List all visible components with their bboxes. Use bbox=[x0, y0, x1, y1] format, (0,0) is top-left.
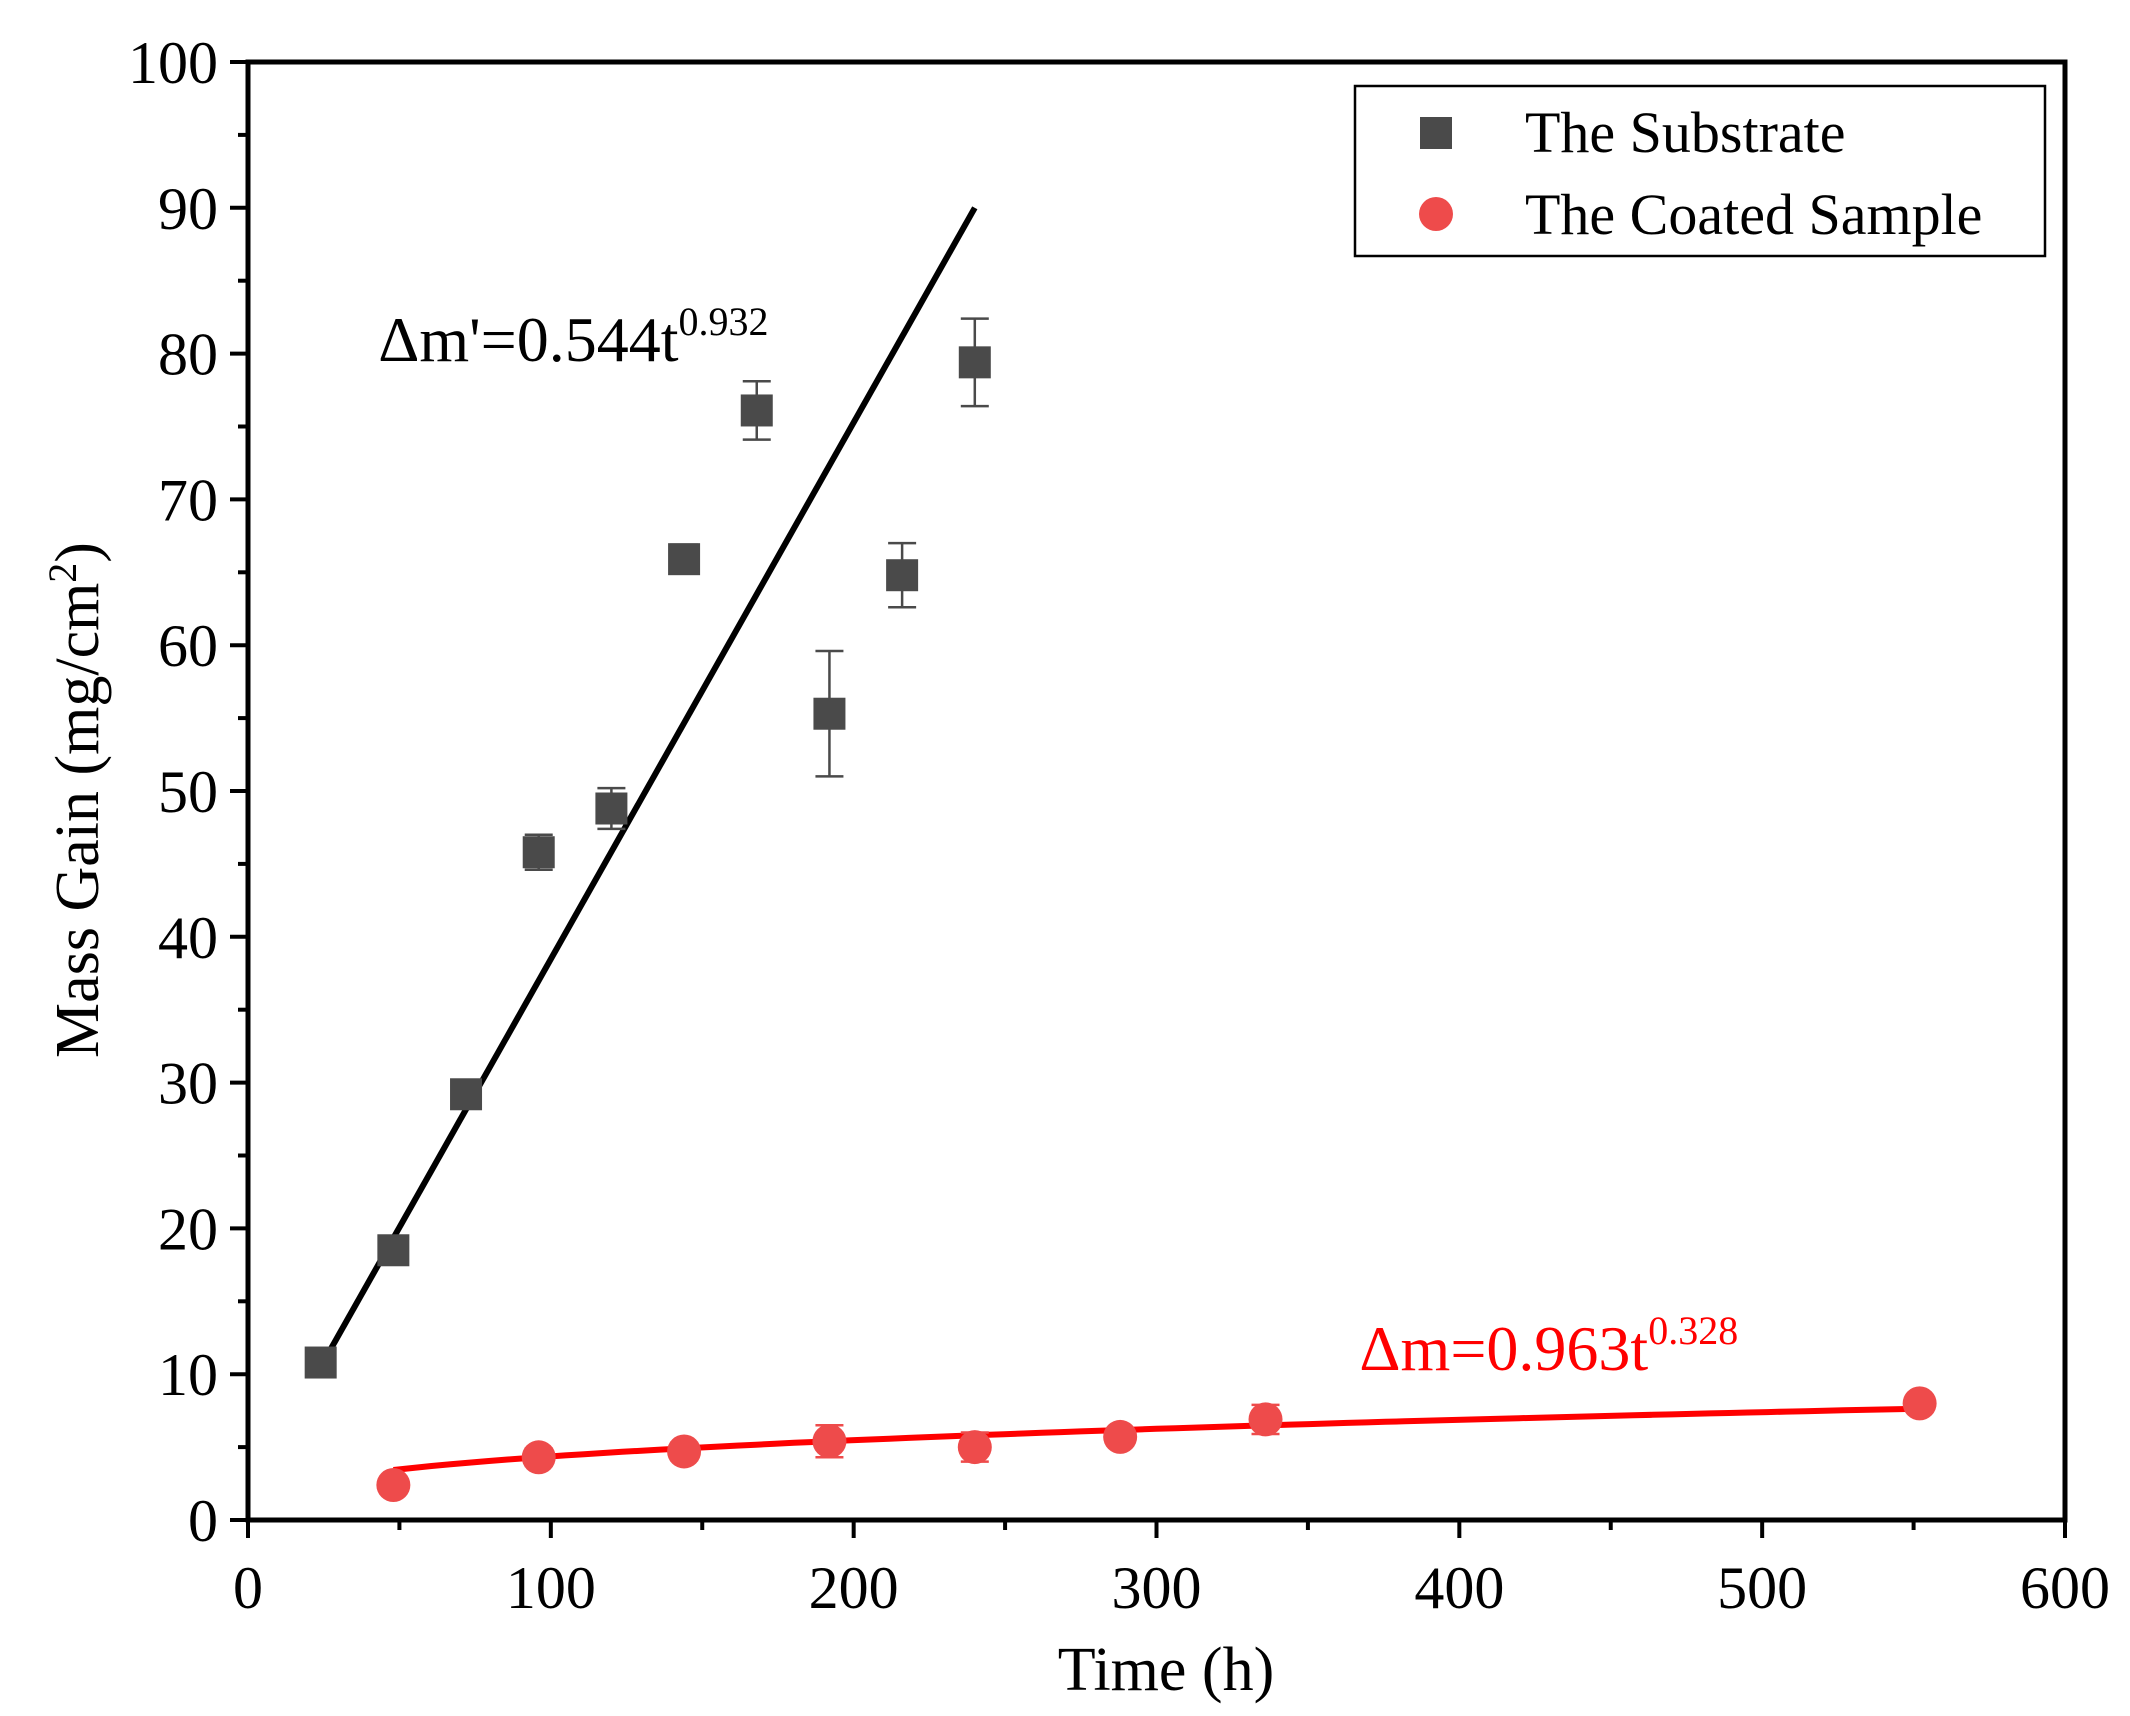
y-tick-label: 0 bbox=[188, 1488, 218, 1554]
y-axis-title-end: ) bbox=[44, 542, 112, 563]
coated-equation-base: Δm=0.963t bbox=[1359, 1313, 1648, 1384]
y-tick-label: 30 bbox=[158, 1051, 218, 1117]
tick-labels: 0 100 200 300 400 500 600 0 10 20 30 40 50 60 70 80 90 10… bbox=[128, 30, 2110, 1621]
substrate-point bbox=[958, 346, 991, 379]
legend-marker-coated bbox=[1419, 197, 1453, 231]
y-tick-label: 50 bbox=[158, 759, 218, 825]
coated-point bbox=[1103, 1419, 1138, 1454]
coated-point bbox=[521, 1440, 556, 1475]
substrate-point bbox=[450, 1078, 483, 1111]
y-tick-label: 10 bbox=[158, 1342, 218, 1408]
substrate-fit-equation: Δm'=0.544t0.932 bbox=[378, 299, 768, 375]
substrate-fit-line bbox=[318, 206, 978, 1369]
coated-point bbox=[812, 1424, 847, 1459]
legend-box bbox=[1353, 84, 2047, 258]
coated-point bbox=[1902, 1386, 1937, 1421]
substrate-equation-exponent: 0.932 bbox=[679, 299, 769, 344]
x-tick-label: 0 bbox=[233, 1555, 263, 1621]
coated-point bbox=[667, 1434, 702, 1469]
axis-ticks bbox=[230, 60, 2067, 1538]
coated-point bbox=[1248, 1402, 1283, 1437]
y-axis-title-main: Mass Gain (mg/cm bbox=[44, 583, 112, 1058]
y-tick-label: 100 bbox=[128, 30, 218, 96]
legend-label-coated: The Coated Sample bbox=[1525, 182, 1982, 247]
y-axis-title: Mass Gain (mg/cm2) bbox=[40, 542, 112, 1058]
substrate-point bbox=[522, 836, 555, 869]
y-axis-title-sup: 2 bbox=[40, 563, 85, 583]
x-tick-label: 400 bbox=[1414, 1555, 1504, 1621]
legend: The Substrate The Coated Sample bbox=[1353, 84, 2047, 258]
coated-fit-equation: Δm=0.963t0.328 bbox=[1359, 1308, 1738, 1384]
x-axis-title: Time (h) bbox=[1058, 1636, 1274, 1704]
y-tick-label: 90 bbox=[158, 176, 218, 242]
substrate-point bbox=[668, 543, 701, 576]
coated-point bbox=[376, 1468, 411, 1503]
substrate-point bbox=[740, 394, 773, 427]
x-tick-label: 300 bbox=[1112, 1555, 1202, 1621]
x-tick-label: 100 bbox=[506, 1555, 596, 1621]
legend-label-substrate: The Substrate bbox=[1525, 100, 1846, 165]
substrate-point bbox=[886, 559, 919, 592]
fit-lines bbox=[318, 206, 1920, 1473]
substrate-point bbox=[377, 1234, 410, 1267]
substrate-point bbox=[304, 1346, 337, 1379]
x-tick-label: 200 bbox=[809, 1555, 899, 1621]
data-points bbox=[304, 346, 1937, 1503]
y-tick-label: 80 bbox=[158, 322, 218, 388]
substrate-equation-base: Δm'=0.544t bbox=[378, 304, 679, 375]
y-tick-label: 20 bbox=[158, 1196, 218, 1262]
y-tick-label: 60 bbox=[158, 613, 218, 679]
legend-marker-substrate bbox=[1420, 117, 1452, 149]
x-tick-label: 500 bbox=[1717, 1555, 1807, 1621]
x-tick-label: 600 bbox=[2020, 1555, 2110, 1621]
substrate-point bbox=[813, 697, 846, 730]
coated-equation-exponent: 0.328 bbox=[1648, 1308, 1738, 1353]
coated-fit-curve bbox=[393, 1405, 1920, 1473]
y-tick-label: 70 bbox=[158, 467, 218, 533]
substrate-point bbox=[595, 792, 628, 825]
coated-point bbox=[957, 1430, 992, 1465]
y-tick-label: 40 bbox=[158, 905, 218, 971]
